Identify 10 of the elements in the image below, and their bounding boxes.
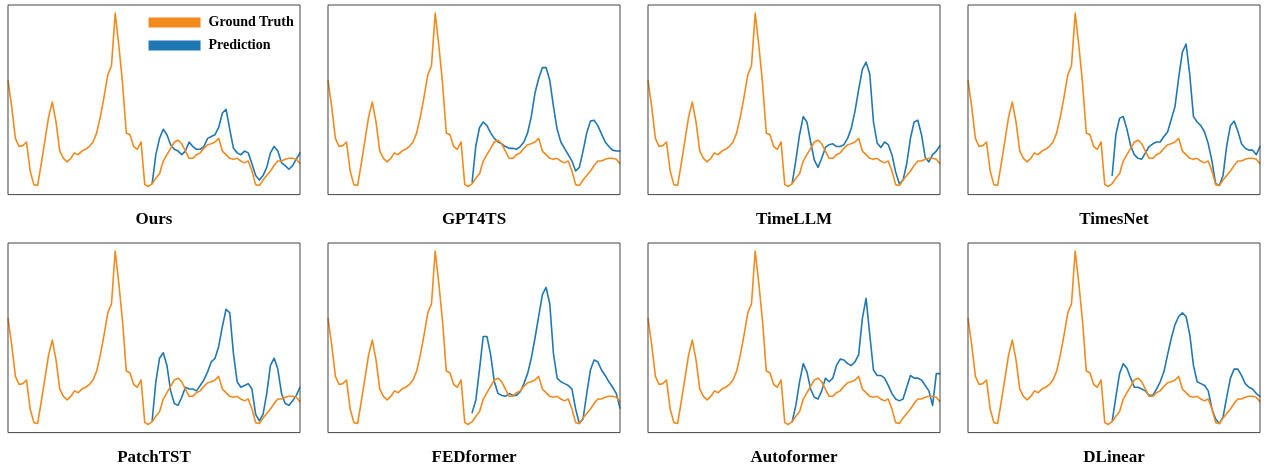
text: TimeLLM xyxy=(755,209,833,229)
text: TimesNet xyxy=(1079,209,1150,229)
text: GPT4TS xyxy=(441,209,507,229)
legend-label: Prediction xyxy=(208,37,271,53)
legend-label: Ground Truth xyxy=(208,14,294,30)
text: Ours xyxy=(135,209,173,229)
text: FEDformer xyxy=(431,446,517,466)
text: DLinear xyxy=(1083,446,1146,466)
text: PatchTST xyxy=(117,446,192,466)
text: Autoformer xyxy=(750,446,838,466)
